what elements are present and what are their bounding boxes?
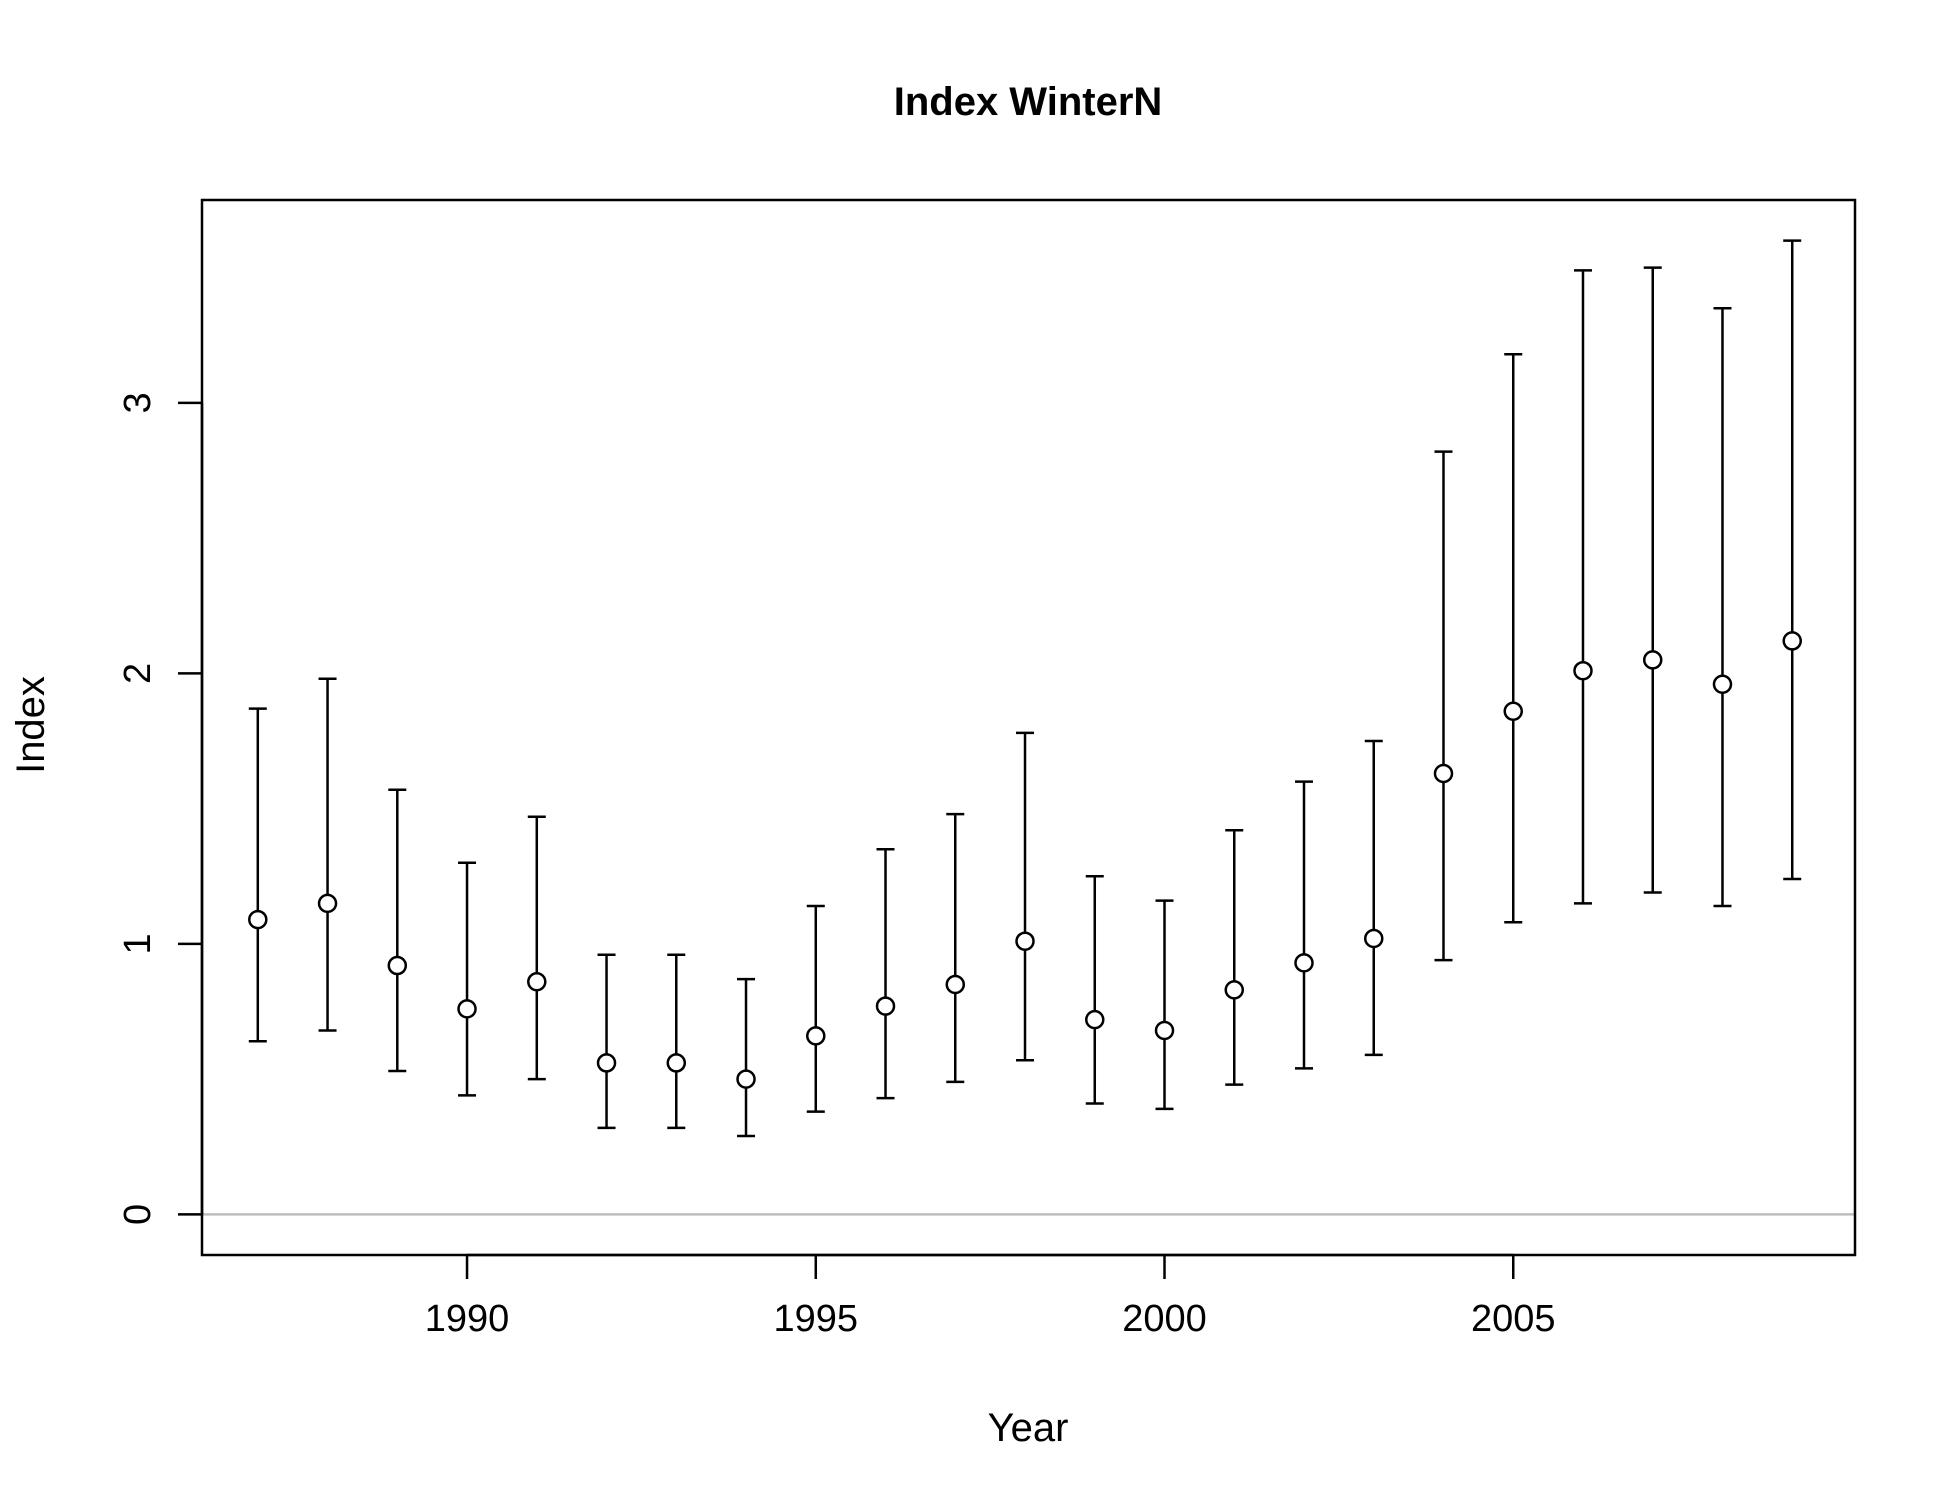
data-point-group (1015, 731, 1035, 1062)
x-tick-label: 1995 (773, 1298, 858, 1340)
data-point-group (1085, 875, 1105, 1105)
data-point (248, 909, 268, 930)
data-point (317, 893, 338, 914)
data-point-group (1712, 306, 1733, 908)
data-point (1433, 763, 1454, 784)
data-point-group (666, 953, 687, 1130)
data-point (875, 996, 896, 1016)
chart-title: Index WinterN (894, 80, 1163, 124)
data-point-group (1503, 352, 1523, 924)
data-point (1294, 953, 1314, 973)
data-point-group (596, 953, 617, 1130)
y-tick-label: 3 (117, 392, 159, 413)
y-tick-label: 2 (117, 663, 159, 684)
x-tick-label: 2005 (1471, 1298, 1556, 1340)
data-point (596, 1053, 617, 1073)
data-point-group (1433, 450, 1454, 962)
data-point (1363, 928, 1384, 949)
data-point (1573, 660, 1593, 681)
data-point-group (806, 904, 826, 1113)
data-point (1085, 1009, 1105, 1030)
data-point-group (1782, 239, 1802, 881)
data-point-group (317, 677, 338, 1032)
x-axis-label: Year (988, 1406, 1069, 1450)
data-point-group (875, 847, 896, 1100)
data-point-group (736, 977, 756, 1138)
data-point-group (527, 815, 547, 1081)
data-point-group (1642, 266, 1663, 894)
data-point (527, 972, 547, 992)
data-point-group (1294, 780, 1314, 1070)
y-tick-label: 1 (117, 933, 159, 954)
data-point (1642, 650, 1663, 670)
data-point (387, 955, 408, 976)
data-point-group (387, 788, 408, 1073)
data-point (1224, 980, 1245, 1000)
x-tick-label: 1990 (425, 1298, 510, 1340)
data-point-group (945, 812, 966, 1084)
data-point-group (1154, 899, 1175, 1111)
x-tick-label: 2000 (1122, 1298, 1207, 1340)
data-point (666, 1053, 687, 1073)
data-point (945, 974, 966, 995)
data-point-group (1573, 269, 1593, 905)
data-point (1782, 631, 1802, 651)
plot-area (202, 239, 1855, 1216)
data-point (1015, 931, 1035, 951)
data-point (1503, 701, 1523, 722)
data-point-group (1363, 739, 1384, 1057)
data-point-group (457, 861, 477, 1097)
data-point (1712, 674, 1733, 694)
data-point (1154, 1020, 1175, 1041)
plot-frame (200, 198, 1857, 1257)
y-axis-label: Index (9, 676, 53, 774)
y-tick-label: 0 (117, 1204, 159, 1225)
data-point-group (1224, 829, 1245, 1086)
data-point (736, 1069, 756, 1089)
data-point (806, 1026, 826, 1046)
data-point (457, 999, 477, 1019)
data-point-group (248, 707, 268, 1043)
